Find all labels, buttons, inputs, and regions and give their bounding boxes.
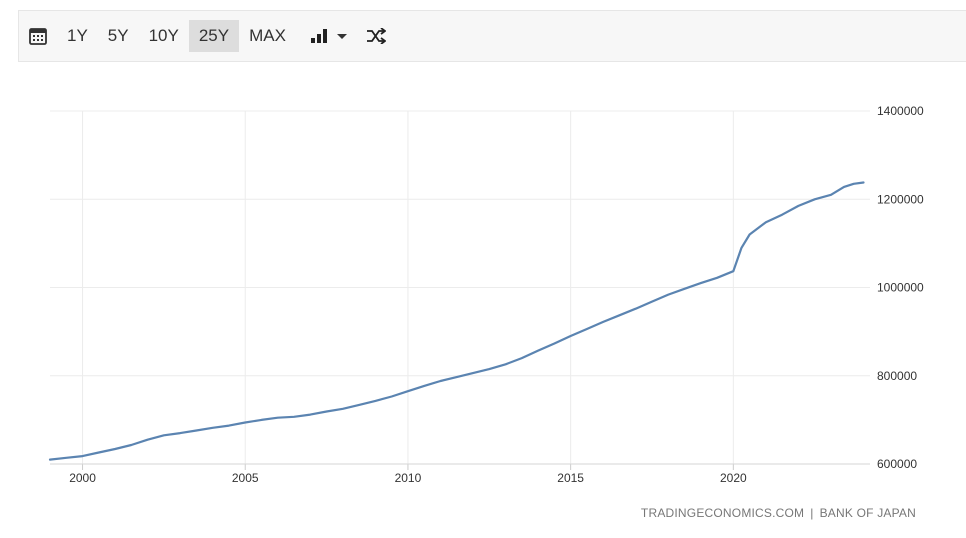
x-tick-label: 2000 (69, 471, 96, 485)
y-tick-label: 1000000 (877, 281, 924, 295)
y-tick-label: 600000 (877, 457, 917, 471)
bar-chart-icon (310, 29, 327, 43)
series-line[interactable] (48, 181, 865, 461)
range-5y-button[interactable]: 5Y (107, 26, 129, 45)
range-max-button[interactable]: MAX (249, 26, 286, 45)
x-tick-label: 2015 (557, 471, 584, 485)
y-tick-label: 800000 (877, 369, 917, 383)
chart-toolbar: 1Y 5Y 10Y 25Y MAX (18, 10, 966, 62)
range-10y-button[interactable]: 10Y (148, 26, 179, 45)
calendar-button[interactable] (19, 11, 57, 61)
shuffle-icon (366, 28, 386, 44)
x-tick-label: 2005 (232, 471, 259, 485)
source-separator: | (810, 506, 814, 520)
source-publisher[interactable]: BANK OF JAPAN (819, 506, 916, 520)
line-chart: 600000 800000 1000000 1200000 1400000 2000 200… (0, 62, 966, 538)
x-tick-label: 2020 (720, 471, 747, 485)
compare-button[interactable] (358, 11, 396, 61)
caret-down-icon (336, 34, 347, 39)
calendar-icon (29, 28, 47, 45)
y-tick-label: 1200000 (877, 192, 924, 206)
chart-type-button[interactable] (296, 11, 358, 61)
source-site[interactable]: TRADINGECONOMICS.COM (640, 506, 805, 520)
chart-plot: 600000 800000 1000000 1200000 1400000 2000 200… (48, 104, 924, 485)
range-25y-button[interactable]: 25Y (188, 20, 240, 52)
y-tick-label: 1400000 (877, 104, 924, 118)
source-credit: TRADINGECONOMICS.COM | BANK OF JAPAN (641, 506, 916, 520)
range-1y-button[interactable]: 1Y (67, 26, 88, 45)
x-tick-label: 2010 (395, 471, 422, 485)
